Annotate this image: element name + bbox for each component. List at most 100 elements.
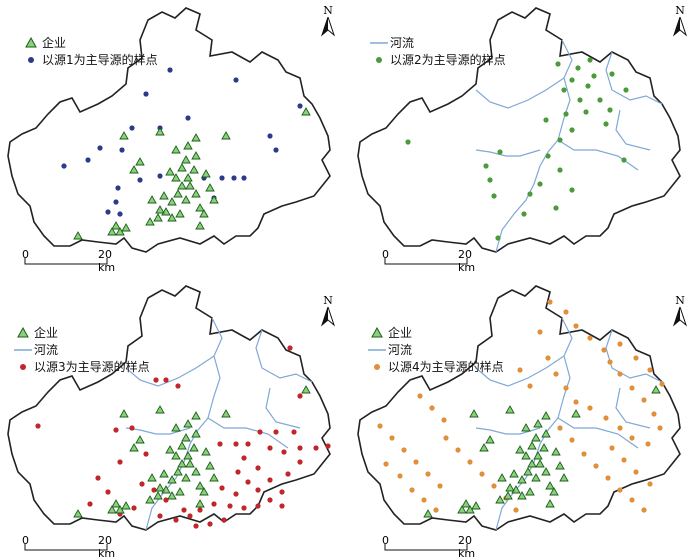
source3-sample-point: [181, 507, 187, 513]
source2-sample-point: [623, 87, 629, 93]
enterprise-marker: [525, 487, 535, 496]
source2-sample-point: [483, 163, 489, 169]
dot-icon: [368, 55, 390, 65]
source4-sample-point: [401, 447, 407, 453]
source3-sample-point: [175, 383, 181, 389]
enterprise-marker: [471, 501, 481, 510]
marker-layer: [405, 57, 629, 241]
enterprise-marker: [129, 443, 139, 452]
source3-sample-point: [233, 441, 239, 447]
source3-sample-point: [95, 475, 101, 481]
enterprise-marker: [111, 499, 121, 508]
source3-sample-point: [279, 489, 285, 495]
source4-sample-point: [413, 459, 419, 465]
source2-sample-point: [557, 137, 563, 143]
source3-sample-point: [35, 423, 41, 429]
marker-layer: [35, 345, 331, 529]
source1-sample-point: [167, 67, 173, 73]
enterprise-marker: [571, 409, 581, 418]
source3-sample-point: [235, 469, 241, 475]
enterprise-marker: [465, 505, 475, 514]
source3-sample-point: [267, 477, 273, 483]
source3-sample-point: [325, 443, 331, 449]
enterprise-marker: [479, 443, 489, 452]
enterprise-marker: [423, 509, 433, 518]
north-arrow: N: [672, 4, 688, 37]
enterprise-marker: [155, 127, 165, 136]
triangle-icon: [366, 327, 388, 338]
source4-sample-point: [513, 507, 519, 513]
enterprise-marker: [159, 191, 169, 200]
map-panel-source4: 企业 河流 以源4为主导源的样点 N 0 20 km: [350, 278, 700, 560]
enterprise-marker: [191, 133, 201, 142]
source2-sample-point: [521, 211, 527, 217]
enterprise-marker: [191, 429, 201, 438]
enterprise-marker: [461, 499, 471, 508]
source1-sample-point: [115, 185, 121, 191]
source2-sample-point: [569, 127, 575, 133]
source3-sample-point: [129, 425, 135, 431]
legend-row-river: 河流: [368, 34, 506, 51]
river-line: [475, 427, 541, 435]
enterprise-marker: [171, 451, 181, 460]
source4-sample-point: [433, 507, 439, 513]
source4-sample-point: [437, 483, 443, 489]
enterprise-marker: [517, 491, 527, 500]
source4-sample-point: [429, 405, 435, 411]
river-line-icon: [366, 347, 388, 353]
source1-sample-point: [143, 91, 149, 97]
source4-sample-point: [491, 483, 497, 489]
source2-sample-point: [495, 235, 501, 241]
triangle-icon: [12, 327, 34, 338]
source3-sample-point: [255, 503, 261, 509]
river-line: [125, 427, 191, 435]
enterprise-marker: [145, 495, 155, 504]
source3-sample-point: [87, 501, 93, 507]
legend-label: 以源2为主导源的样点: [390, 52, 506, 67]
source3-sample-point: [197, 507, 203, 513]
source2-sample-point: [563, 111, 569, 117]
enterprise-marker: [177, 181, 187, 190]
enterprise-marker: [119, 131, 129, 140]
enterprise-marker: [135, 157, 145, 166]
enterprise-marker: [107, 505, 117, 514]
river-line: [615, 387, 651, 429]
river-line-icon: [368, 40, 390, 46]
river-layer: [475, 39, 663, 253]
source2-sample-point: [587, 57, 593, 63]
enterprise-marker: [177, 441, 187, 450]
scale-zero: 0: [22, 534, 29, 547]
enterprise-marker: [181, 433, 191, 442]
enterprise-marker: [185, 459, 195, 468]
source2-sample-point: [487, 177, 493, 183]
enterprise-marker: [115, 227, 125, 236]
source3-sample-point: [279, 503, 285, 509]
source4-sample-point: [603, 415, 609, 421]
source1-sample-point: [185, 115, 191, 121]
north-label: N: [323, 4, 333, 17]
north-arrow-icon: [672, 307, 688, 327]
source4-sample-point: [527, 383, 533, 389]
enterprise-marker: [153, 491, 163, 500]
river-line: [125, 317, 223, 387]
source1-sample-point: [241, 175, 247, 181]
source3-sample-point: [241, 505, 247, 511]
source4-sample-point: [573, 399, 579, 405]
enterprise-marker: [535, 459, 545, 468]
enterprise-marker: [115, 505, 125, 514]
source4-sample-point: [609, 445, 615, 451]
river-line: [207, 417, 289, 449]
enterprise-marker: [173, 467, 183, 476]
source4-sample-point: [417, 393, 423, 399]
source2-sample-point: [583, 109, 589, 115]
source2-sample-point: [545, 153, 551, 159]
legend-label: 企业: [34, 325, 59, 340]
source4-sample-point: [537, 329, 543, 335]
source1-sample-point: [117, 211, 123, 217]
enterprise-marker: [205, 461, 215, 470]
enterprise-marker: [121, 223, 131, 232]
source3-sample-point: [267, 497, 273, 503]
enterprise-marker: [181, 473, 191, 482]
enterprise-marker: [171, 145, 181, 154]
source4-sample-point: [397, 473, 403, 479]
